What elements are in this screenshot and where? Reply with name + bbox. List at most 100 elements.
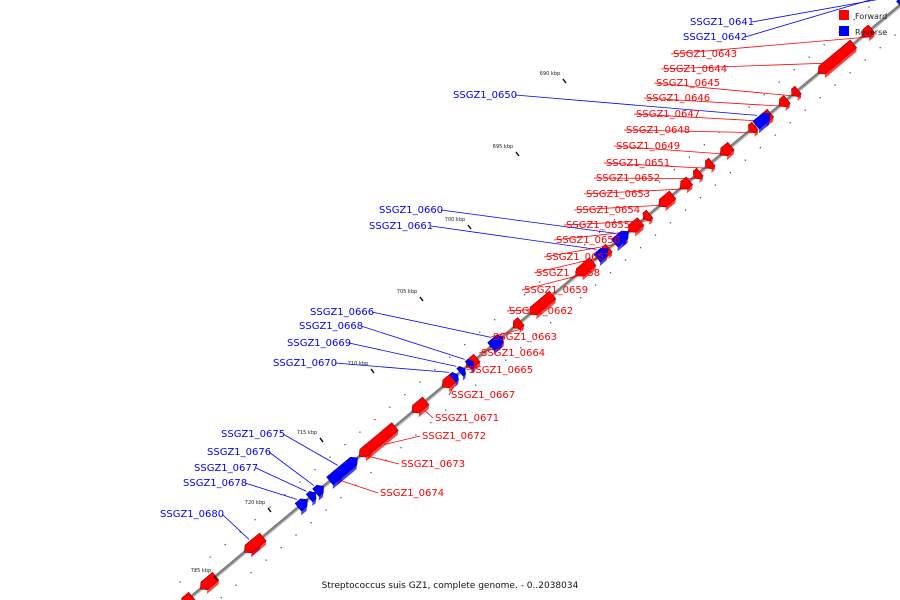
label-leader xyxy=(334,362,450,373)
minor-tick xyxy=(804,109,806,111)
major-tick-mark xyxy=(562,78,567,84)
gene-outline xyxy=(411,396,430,414)
minor-tick xyxy=(475,384,477,386)
minor-tick xyxy=(310,522,312,524)
label-leader xyxy=(384,435,421,445)
label-leader xyxy=(543,242,627,258)
gene-top-face xyxy=(318,492,324,501)
major-tick-mark xyxy=(419,296,424,302)
minor-tick xyxy=(714,184,716,186)
legend-swatch-forward xyxy=(839,10,849,20)
minor-tick xyxy=(250,572,252,574)
gene-top-face xyxy=(665,198,676,212)
minor-tick xyxy=(729,172,731,174)
minor-tick xyxy=(329,456,331,458)
minor-tick xyxy=(819,97,821,99)
label-leader xyxy=(440,209,616,234)
minor-tick xyxy=(789,122,791,124)
label-leader xyxy=(633,113,772,122)
gene-glyph-ssgz1_0653 xyxy=(679,176,694,194)
gene-outline xyxy=(593,247,609,263)
minor-tick xyxy=(639,247,642,249)
gene-glyph xyxy=(180,591,196,600)
major-tick-mark xyxy=(213,575,218,581)
gene-outline xyxy=(719,141,735,157)
gene-top-face xyxy=(608,251,613,259)
minor-tick xyxy=(299,481,301,483)
gene-label-ssgz1_0652: SSGZ1_0652 xyxy=(596,173,660,184)
minor-tick xyxy=(864,59,866,61)
label-leader xyxy=(744,0,872,38)
gene-outline xyxy=(861,24,876,38)
gene-body xyxy=(306,491,317,502)
label-leader xyxy=(751,0,878,23)
gene-outline xyxy=(358,444,373,458)
gene-top-face xyxy=(617,238,628,252)
gene-label-ssgz1_0665: SSGZ1_0665 xyxy=(469,365,533,376)
gene-label-ssgz1_0670: SSGZ1_0670 xyxy=(273,358,337,369)
minor-tick xyxy=(894,34,896,36)
tick-label: 725 kbp xyxy=(191,568,211,574)
minor-tick xyxy=(594,284,597,286)
minor-tick xyxy=(505,359,507,361)
gene-top-face xyxy=(493,343,503,355)
gene-glyph-ssgz1_0662 xyxy=(529,290,557,320)
gene-body xyxy=(680,176,693,190)
gene-label-ssgz1_0662: SSGZ1_0662 xyxy=(509,306,573,317)
label-leader xyxy=(424,410,434,419)
minor-tick xyxy=(389,406,391,408)
gene-top-face xyxy=(472,361,481,372)
gene-body xyxy=(642,210,653,221)
tick-label: 700 kbp xyxy=(445,217,465,223)
gene-label-ssgz1_0656: SSGZ1_0656 xyxy=(556,235,620,246)
gene-glyph-ssgz1_0650 xyxy=(752,112,771,134)
gene-glyph-ssgz1_0646 xyxy=(778,95,791,111)
gene-glyph-ssgz1_0677 xyxy=(305,490,317,507)
minor-tick xyxy=(464,344,466,346)
gene-top-face xyxy=(635,225,644,237)
minor-tick xyxy=(340,497,342,499)
gene-body xyxy=(611,230,629,248)
minor-tick xyxy=(220,597,222,599)
gene-glyph-ssgz1_0655 xyxy=(642,209,654,225)
gene-outline xyxy=(692,167,704,180)
minor-tick xyxy=(550,322,552,324)
gene-body xyxy=(658,190,676,208)
gene-glyph-ssgz1_0654 xyxy=(658,190,677,212)
minor-tick xyxy=(494,319,496,321)
gene-top-face xyxy=(206,580,219,594)
gene-glyph-ssgz1_0643 xyxy=(861,24,876,42)
gene-label-ssgz1_0645: SSGZ1_0645 xyxy=(656,78,720,89)
gene-body xyxy=(818,40,857,74)
gene-outline xyxy=(464,359,475,370)
gene-body xyxy=(693,168,704,179)
minor-tick xyxy=(808,56,810,58)
label-leader xyxy=(360,325,465,360)
minor-tick xyxy=(284,494,286,496)
gene-labels: SSGZ1_0641 SSGZ1_0642 SSGZ1_0643 SSGZ1_0644… xyxy=(160,17,754,520)
label-leader xyxy=(340,480,379,494)
gene-outline xyxy=(312,484,324,497)
gene-glyph-ssgz1_0666 xyxy=(487,335,504,355)
minor-tick xyxy=(430,422,432,424)
gene-top-face xyxy=(868,32,875,42)
gene-label-ssgz1_0663: SSGZ1_0663 xyxy=(493,332,557,343)
gene-label-ssgz1_0654: SSGZ1_0654 xyxy=(576,205,640,216)
gene-label-ssgz1_0643: SSGZ1_0643 xyxy=(673,49,737,60)
gene-label-ssgz1_0642: SSGZ1_0642 xyxy=(683,32,747,43)
gene-top-face xyxy=(312,498,317,507)
label-leader xyxy=(371,311,492,338)
gene-top-face xyxy=(448,381,457,392)
gene-glyph-ssgz1_0652 xyxy=(692,167,704,183)
minor-tick xyxy=(235,584,237,586)
gene-top-face xyxy=(519,325,525,333)
gene-outline xyxy=(778,95,791,108)
gene-outline xyxy=(512,317,525,330)
minor-tick xyxy=(868,6,870,8)
minor-tick xyxy=(325,509,327,511)
minor-tick xyxy=(684,209,687,211)
gene-top-face xyxy=(332,464,357,489)
gene-body xyxy=(791,86,802,97)
gene-outline xyxy=(529,290,557,316)
